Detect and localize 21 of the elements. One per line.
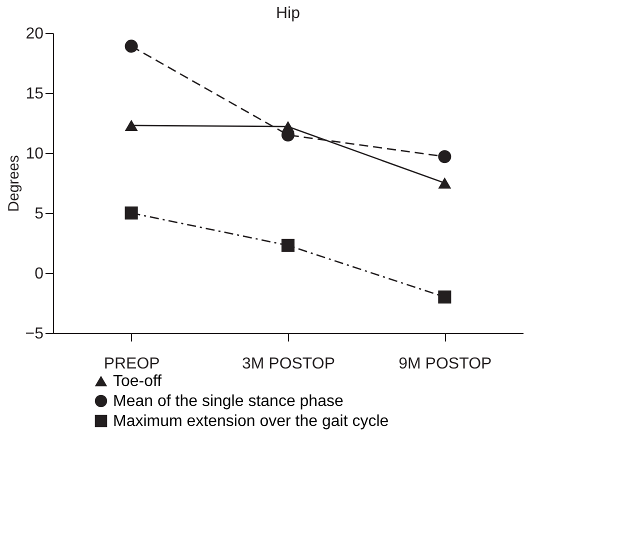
point xyxy=(124,40,138,53)
y-tick-label: 10 xyxy=(26,146,44,162)
y-axis-title: Degrees xyxy=(5,155,22,212)
chart-title: Hip xyxy=(276,5,300,22)
x-tick-label: PREOP xyxy=(104,356,160,372)
y-tick-label: 5 xyxy=(34,206,44,222)
legend-label: Maximum extension over the gait cycle xyxy=(113,413,389,430)
point xyxy=(281,238,295,252)
y-tick-label: −5 xyxy=(25,326,44,342)
point xyxy=(124,120,138,132)
point xyxy=(124,206,138,220)
legend-label: Mean of the single stance phase xyxy=(113,393,344,410)
y-tick-label: 20 xyxy=(26,26,44,42)
legend-label: Toe-off xyxy=(113,373,162,390)
point xyxy=(438,290,452,304)
y-tick-label: 15 xyxy=(26,86,44,102)
point xyxy=(438,177,452,189)
point xyxy=(438,150,452,164)
y-tick-label: 0 xyxy=(34,266,44,282)
x-tick-label: 9M POSTOP xyxy=(398,356,492,372)
x-tick-label: 3M POSTOP xyxy=(242,356,336,372)
